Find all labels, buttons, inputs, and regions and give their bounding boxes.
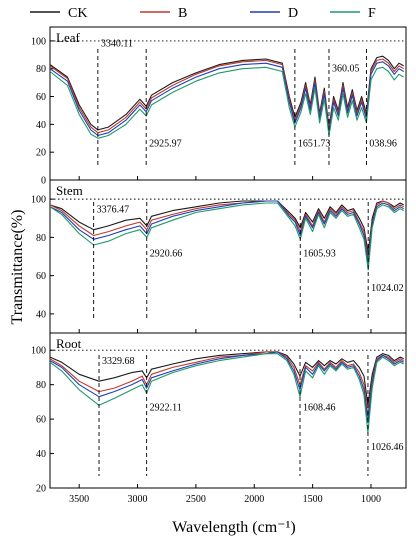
peak-label: 1608.46 [303,403,336,414]
y-tick-label: 100 [31,36,46,47]
y-tick-label: 100 [31,346,46,357]
peak-label: 3340.11 [101,38,133,49]
peak-label: 2925.97 [149,139,182,150]
x-tick-label: 3500 [69,494,89,505]
panel-frame [49,179,407,334]
legend-item: D [250,6,298,21]
y-tick-label: 60 [36,415,46,426]
peak-label: 360.05 [332,64,360,75]
x-tick-label: 3000 [128,494,148,505]
y-tick-label: 20 [36,484,46,495]
x-axis-label: Wavelength (cm⁻¹) [172,519,295,536]
y-tick-label: 0 [41,176,46,187]
y-tick-label: 60 [36,271,46,282]
panels: 0 20 40 60 80 100 Leaf 3340.11 2925.97 1651.73 360… [31,26,407,495]
y-tick-label: 40 [36,449,46,460]
panel-stem: 40 60 80 100 Stem 3376.47 2920.66 1605.93 1024.0… [31,179,407,334]
peak-label: 1651.73 [298,139,331,150]
y-tick-label: 100 [31,195,46,206]
panel-root: 20 40 60 80 100 Root 3329.68 2922.11 1608.46 1026… [31,332,407,495]
y-tick-label: 80 [36,233,46,244]
peak-label: 3376.47 [97,205,130,216]
series-line-f [49,66,404,139]
peak-label: 1605.93 [303,249,336,260]
x-tick-label: 2500 [186,494,206,505]
series-line-ck [49,200,404,254]
y-axis-label: Transmittance(%) [9,210,26,325]
legend-label: D [288,6,298,21]
series-line-d [49,200,404,265]
y-tick-label: 80 [36,64,46,75]
y-tick-label: 40 [36,309,46,320]
x-tick-label: 1000 [361,494,381,505]
x-tick-label: 1500 [303,494,323,505]
peak-label: 2922.11 [150,403,182,414]
legend-item: B [140,6,187,21]
series-line-b [49,351,404,417]
peak-label: 1026.46 [371,442,404,453]
peak-label: 3329.68 [102,356,135,367]
panel-label: Root [56,336,82,351]
panel-label: Stem [56,183,83,198]
legend: CK B D F [30,6,376,21]
peak-label: 2920.66 [150,249,183,260]
series-line-ck [49,351,404,406]
peak-label: 1024.02 [371,283,404,294]
x-tick-label: 2000 [244,494,264,505]
legend-item: CK [30,6,87,21]
shared-x-axis: 3500 3000 2500 2000 1500 1000 [69,494,381,505]
y-tick-label: 20 [36,148,46,159]
y-tick-label: 60 [36,92,46,103]
legend-item: F [330,6,376,21]
series-line-f [49,353,404,434]
y-tick-label: 80 [36,380,46,391]
panel-frame [49,332,407,489]
y-tick-label: 40 [36,120,46,131]
legend-label: CK [68,6,87,21]
panel-label: Leaf [56,30,80,45]
panel-leaf: 0 20 40 60 80 100 Leaf 3340.11 2925.97 1651.73 360… [31,26,407,187]
legend-label: B [178,6,187,21]
series-line-d [49,351,404,424]
legend-label: F [368,6,376,21]
series-line-f [49,202,404,271]
peak-label: 038.96 [369,139,397,150]
